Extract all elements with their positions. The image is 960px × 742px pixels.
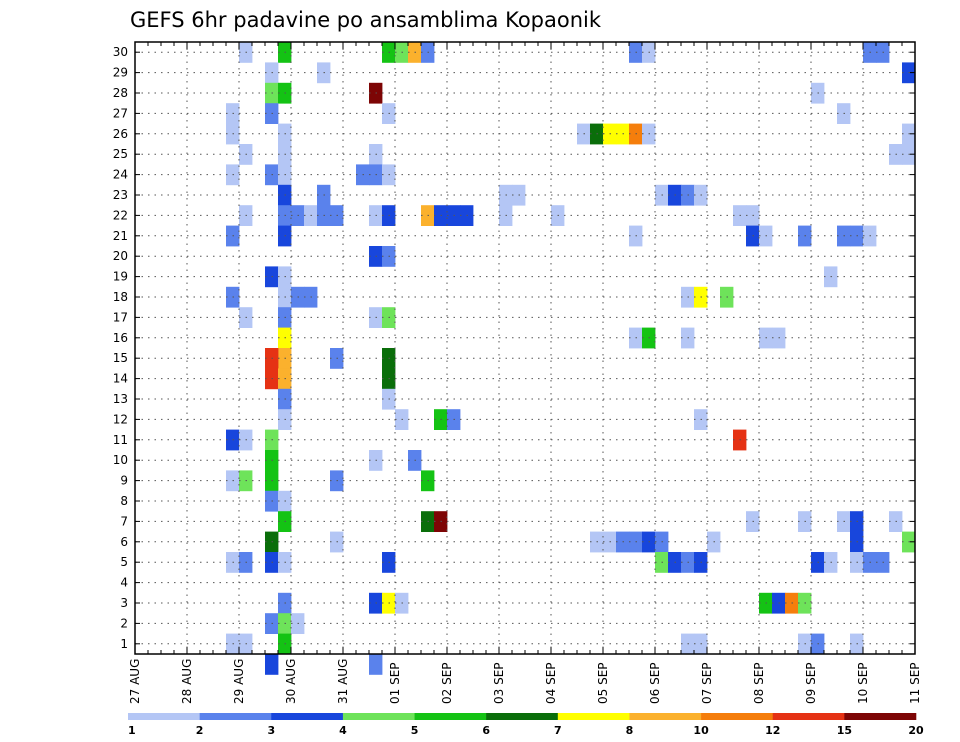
y-tick-label: 25 <box>113 147 128 161</box>
legend-swatch <box>701 713 774 720</box>
y-tick-label: 24 <box>113 168 128 182</box>
y-tick-label: 18 <box>113 290 128 304</box>
legend-label: 5 <box>411 724 419 737</box>
y-tick-label: 30 <box>113 45 128 59</box>
legend-swatch <box>199 713 272 720</box>
legend-label: 3 <box>267 724 275 737</box>
y-axis: 1234567891011121314151617181920212223242… <box>113 45 915 651</box>
x-tick-label: 04 SEP <box>544 662 558 704</box>
y-tick-label: 13 <box>113 392 128 406</box>
legend-swatch <box>128 713 200 720</box>
legend-swatch <box>342 713 415 720</box>
y-tick-label: 26 <box>113 127 128 141</box>
legend: 1 2 3 4 5 6 7 8 10 12 15 20 <box>128 713 924 737</box>
y-tick-label: 17 <box>113 310 128 324</box>
y-tick-label: 10 <box>113 453 128 467</box>
y-tick-label: 2 <box>120 616 128 630</box>
x-tick-label: 05 SEP <box>596 662 610 704</box>
x-tick-label: 10 SEP <box>856 662 870 704</box>
legend-label: 7 <box>554 724 562 737</box>
legend-label: 20 <box>908 724 924 737</box>
x-tick-label: 07 SEP <box>700 662 714 704</box>
x-axis: 27 AUG 28 AUG 29 AUG 30 AUG 31 AUG 01 SEP 02 S… <box>128 42 922 704</box>
x-tick-label: 27 AUG <box>128 659 142 704</box>
legend-swatch <box>414 713 487 720</box>
legend-swatch <box>844 713 917 720</box>
x-tick-label: 28 AUG <box>180 659 194 704</box>
legend-label: 12 <box>765 724 780 737</box>
legend-swatch <box>772 713 845 720</box>
y-tick-label: 19 <box>113 270 128 284</box>
y-tick-label: 16 <box>113 331 128 345</box>
x-tick-label: 02 SEP <box>440 662 454 704</box>
y-tick-label: 7 <box>120 514 128 528</box>
y-tick-label: 28 <box>113 86 128 100</box>
y-tick-label: 6 <box>120 535 128 549</box>
y-tick-label: 1 <box>120 637 128 651</box>
x-tick-label: 30 AUG <box>284 659 298 704</box>
heatmap-cell <box>265 654 279 675</box>
y-tick-label: 4 <box>120 576 128 590</box>
chart-title: GEFS 6hr padavine po ansamblima Kopaonik <box>130 8 602 32</box>
legend-label: 4 <box>339 724 347 737</box>
y-tick-label: 9 <box>120 474 128 488</box>
y-tick-label: 3 <box>120 596 128 610</box>
y-tick-label: 5 <box>120 555 128 569</box>
legend-label: 15 <box>837 724 852 737</box>
x-tick-label: 31 AUG <box>336 659 350 704</box>
y-tick-label: 21 <box>113 229 128 243</box>
x-tick-label: 09 SEP <box>804 662 818 704</box>
x-tick-label: 08 SEP <box>752 662 766 704</box>
y-tick-label: 15 <box>113 351 128 365</box>
y-tick-label: 27 <box>113 106 128 120</box>
legend-label: 2 <box>196 724 204 737</box>
x-tick-label: 06 SEP <box>648 662 662 704</box>
x-tick-label: 11 SEP <box>908 662 922 704</box>
legend-swatch <box>271 713 344 720</box>
grid-lines <box>135 42 915 654</box>
legend-label: 6 <box>482 724 490 737</box>
x-tick-label: 29 AUG <box>232 659 246 704</box>
y-tick-label: 29 <box>113 66 128 80</box>
x-tick-label: 03 SEP <box>492 662 506 704</box>
legend-label: 8 <box>626 724 634 737</box>
y-tick-label: 11 <box>113 433 128 447</box>
legend-swatch <box>486 713 559 720</box>
y-tick-label: 12 <box>113 412 128 426</box>
legend-label: 10 <box>693 724 709 737</box>
y-tick-label: 14 <box>113 372 128 386</box>
y-tick-label: 23 <box>113 188 128 202</box>
x-tick-label: 01 SEP <box>388 662 402 704</box>
legend-swatch <box>629 713 702 720</box>
y-tick-label: 22 <box>113 208 128 222</box>
legend-label: 1 <box>128 724 136 737</box>
legend-swatch <box>557 713 630 720</box>
heatmap-cell <box>369 654 383 675</box>
y-tick-label: 8 <box>120 494 128 508</box>
y-tick-label: 20 <box>113 249 128 263</box>
